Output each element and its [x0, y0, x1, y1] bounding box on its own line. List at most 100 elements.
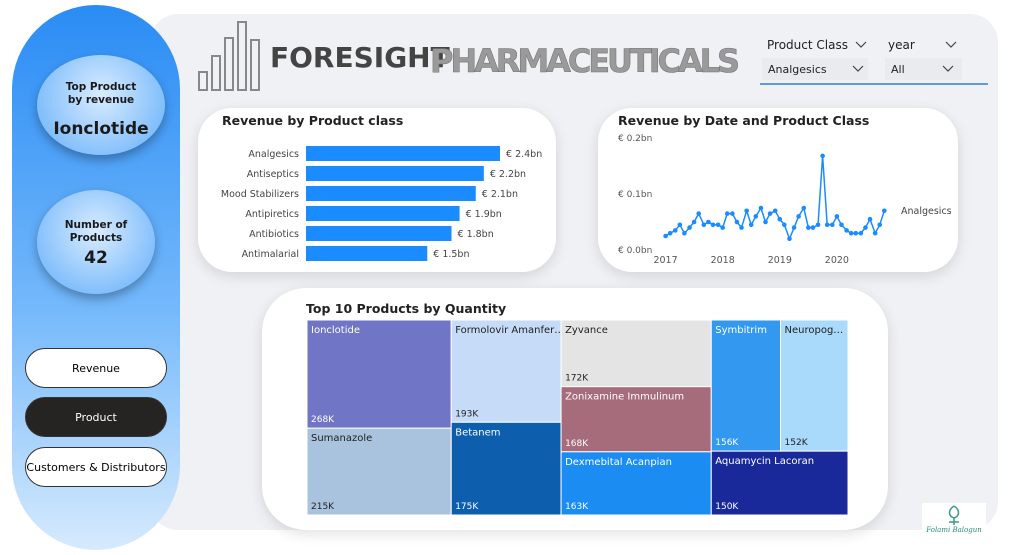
data-label: € 2.4bn: [506, 149, 542, 160]
y-tick-label: € 0.2bn: [618, 134, 652, 144]
point: [787, 236, 792, 242]
chart-title: Top 10 Products by Quantity: [306, 301, 506, 316]
point: [691, 219, 697, 225]
point: [796, 214, 801, 219]
point: [834, 214, 840, 219]
treemap-tile: [710, 319, 782, 452]
point: [739, 225, 744, 230]
signature-logo: Folami Balogun: [922, 503, 986, 543]
point: [753, 214, 759, 219]
slicer-label: Product Class: [767, 38, 848, 52]
point: [758, 205, 764, 211]
data-label: € 2.1bn: [482, 189, 518, 200]
slicer-dropdown[interactable]: All: [885, 58, 962, 80]
kpi-card: Top Product by revenue Ionclotide: [37, 55, 165, 155]
bar: [306, 166, 484, 181]
x-tick-label: 2019: [768, 255, 792, 266]
treemap-tile: [560, 451, 712, 516]
bar: [306, 246, 428, 261]
bar: [306, 206, 460, 221]
point: [877, 222, 883, 228]
point: [767, 211, 773, 216]
treemap-tile: [780, 319, 849, 452]
tile-value: 268K: [311, 415, 335, 425]
tile-value: 152K: [785, 438, 809, 448]
treemap-tile: [450, 421, 562, 516]
series-label: Analgesics: [901, 206, 952, 217]
chart-title: Revenue by Date and Product Class: [618, 113, 869, 128]
point: [801, 205, 807, 211]
point: [810, 225, 816, 230]
signature: Folami Balogun: [926, 526, 982, 534]
point: [806, 225, 811, 230]
point: [848, 230, 854, 236]
kpi-card: Number of Products 42: [37, 190, 155, 294]
tile-value: 215K: [311, 502, 335, 512]
y-tick-label: Mood Stabilizers: [221, 189, 299, 200]
y-tick-label: Antibiotics: [249, 229, 299, 240]
point: [734, 219, 740, 225]
tile-value: 168K: [565, 439, 589, 449]
data-label: € 1.5bn: [433, 249, 469, 260]
treemap-tile: [710, 450, 849, 516]
nav-button[interactable]: Revenue: [25, 348, 167, 388]
point: [782, 222, 787, 228]
point: [830, 222, 835, 228]
chart-title: Revenue by Product class: [222, 113, 403, 128]
point: [701, 222, 707, 228]
y-tick-label: € 0.0bn: [618, 246, 652, 256]
tile-label: Symbitrim: [715, 325, 767, 336]
point: [672, 228, 678, 233]
bar: [306, 146, 500, 161]
bar: [306, 226, 452, 241]
tile-label: Sumanazole: [311, 433, 372, 444]
treemap-tile: [306, 319, 452, 429]
tile-label: Aquamycin Lacoran: [715, 456, 814, 467]
tile-value: 172K: [565, 374, 589, 384]
x-tick-label: 2018: [711, 255, 735, 266]
x-tick-label: 2017: [653, 255, 677, 266]
data-label: € 1.9bn: [466, 209, 502, 220]
point: [872, 230, 878, 236]
point: [815, 222, 821, 228]
point: [881, 208, 887, 214]
tile-label: Zonixamine Immulinum: [565, 392, 684, 403]
slicer-dropdown[interactable]: Analgesics: [762, 58, 868, 80]
point: [720, 225, 725, 230]
point: [867, 216, 873, 222]
chevrons: [852, 41, 957, 72]
tile-label: Zyvance: [565, 325, 608, 336]
treemap-tile: [450, 319, 562, 423]
point: [715, 222, 721, 228]
y-tick-label: € 0.1bn: [618, 190, 652, 200]
y-tick-label: Antipiretics: [245, 209, 299, 220]
tile-value: 150K: [715, 502, 739, 512]
point: [677, 222, 683, 228]
point: [824, 222, 830, 228]
logo-bars: [198, 21, 260, 91]
data-label: € 2.2bn: [490, 169, 526, 180]
point: [858, 230, 864, 236]
point: [667, 230, 673, 236]
data-label: € 1.8bn: [458, 229, 494, 240]
y-tick-label: Antiseptics: [247, 169, 299, 180]
point: [853, 230, 859, 236]
point: [696, 211, 701, 216]
point: [724, 211, 730, 216]
kpi-value: Ionclotide: [53, 119, 149, 139]
point: [748, 222, 754, 228]
slicer-label: year: [888, 38, 915, 52]
point: [844, 228, 849, 233]
nav-button[interactable]: Product: [25, 397, 167, 437]
brand-text: PHARMACEUTICALS: [430, 42, 740, 80]
y-tick-label: Antimalarial: [242, 249, 299, 260]
x-tick-label: 2020: [825, 255, 849, 266]
tile-value: 156K: [715, 438, 739, 448]
tile-label: Dexmebital Acanpian: [565, 457, 672, 468]
point: [706, 219, 711, 225]
point: [777, 216, 783, 222]
y-tick-label: Analgesics: [248, 149, 299, 160]
nav-button[interactable]: Customers & Distributors: [25, 447, 167, 487]
